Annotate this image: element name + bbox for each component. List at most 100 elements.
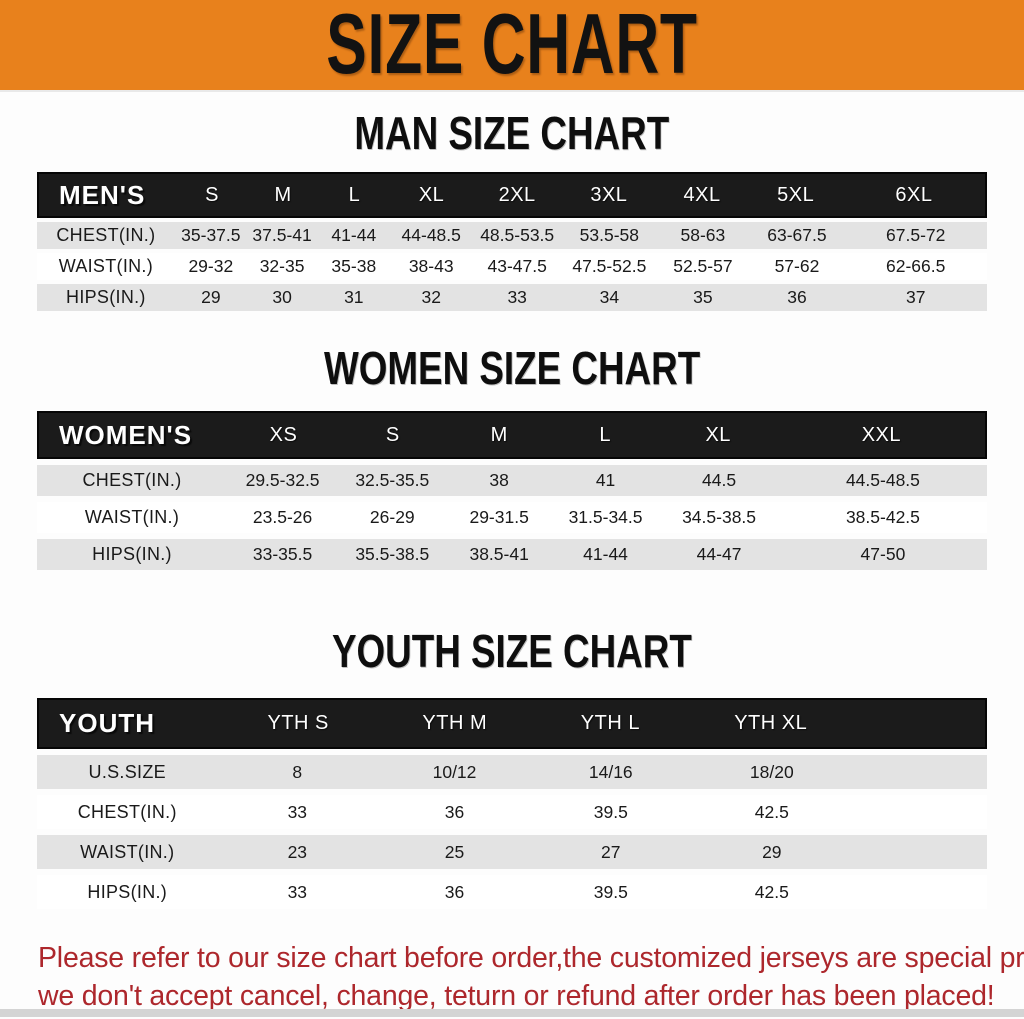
men-cell: 41-44: [331, 225, 377, 245]
women-cell: 29-31.5: [469, 507, 529, 527]
youth-column-header-YTH S: YTH S: [267, 712, 329, 734]
men-cell: 33: [507, 287, 527, 307]
women-cell: 44-47: [696, 544, 742, 564]
banner-title: SIZE CHART: [326, 0, 698, 92]
men-cell: 52.5-57: [673, 256, 733, 276]
women-cell: 33-35.5: [252, 544, 313, 564]
youth-size-chart-title: YOUTH SIZE CHART: [0, 628, 1024, 674]
women-cell: 35.5-38.5: [355, 544, 430, 564]
youth-cell: 8: [292, 761, 303, 782]
men-row-label: HIPS(IN.): [66, 287, 146, 307]
youth-size-chart-title-text: YOUTH SIZE CHART: [332, 625, 692, 677]
youth-column-header-YTH M: YTH M: [422, 712, 488, 734]
men-cell: 38-43: [408, 256, 454, 276]
disclaimer-line-2: we don't accept cancel, change, teturn o…: [38, 980, 995, 1012]
men-cell: 44-48.5: [401, 225, 461, 245]
women-size-chart-title: WOMEN SIZE CHART: [0, 345, 1024, 391]
bottom-divider: [0, 1009, 1024, 1017]
women-table-row-CHEST(IN.): CHEST(IN.) 29.5-32.5 32.5-35.5 38 41 44.5 44.5…: [37, 465, 987, 496]
men-cell: 43-47.5: [487, 256, 547, 276]
men-row-label: WAIST(IN.): [58, 256, 154, 276]
men-cell: 30: [272, 287, 292, 307]
women-cell: 31.5-34.5: [568, 507, 643, 527]
youth-cell: 39.5: [593, 801, 628, 822]
women-size-chart-title-text: WOMEN SIZE CHART: [323, 342, 701, 394]
youth-table-row-WAIST(IN.): WAIST(IN.) 23 25 27 29: [37, 835, 987, 869]
men-cell: 47.5-52.5: [572, 256, 647, 276]
men-column-header-XL: XL: [418, 183, 445, 206]
man-size-chart-title: MAN SIZE CHART: [0, 110, 1024, 156]
youth-cell: 10/12: [432, 761, 477, 782]
men-size-table: MEN'S S M L XL 2XL 3XL 4XL 5XL 6XL CHEST(IN.) 35-37…: [37, 172, 987, 311]
men-table-row-HIPS(IN.): HIPS(IN.) 29 30 31 32 33 34 35 36 37: [37, 284, 987, 311]
women-table-row-WAIST(IN.): WAIST(IN.) 23.5-26 26-29 29-31.5 31.5-34.5 34…: [37, 502, 987, 533]
women-column-header-XS: XS: [269, 423, 298, 446]
youth-cell: 42.5: [754, 801, 789, 822]
youth-cell: 33: [287, 881, 308, 902]
men-cell: 32-35: [259, 256, 305, 276]
men-cell: 48.5-53.5: [480, 225, 555, 245]
women-cell: 41: [595, 470, 616, 490]
men-cell: 58-63: [680, 225, 726, 245]
women-size-table: WOMEN'S XS S M L XL XXL CHEST(IN.) 29.5-32.5 32.5…: [37, 411, 987, 570]
women-column-header-S: S: [385, 423, 400, 446]
disclaimer-line-1: Please refer to our size chart before or…: [38, 942, 1024, 974]
women-column-header-XL: XL: [705, 423, 731, 446]
youth-row-label: U.S.SIZE: [88, 761, 166, 782]
men-cell: 35-38: [331, 256, 377, 276]
men-cell: 35-37.5: [181, 225, 241, 245]
men-cell: 31: [344, 287, 364, 307]
men-cell: 37.5-41: [252, 225, 312, 245]
women-table-header-band: WOMEN'S XS S M L XL XXL: [37, 411, 987, 459]
women-cell: 38: [489, 470, 509, 490]
youth-column-header-YTH XL: YTH XL: [734, 712, 808, 734]
youth-cell: 25: [444, 841, 465, 862]
men-column-header-3XL: 3XL: [590, 183, 628, 206]
women-cell: 32.5-35.5: [355, 470, 430, 490]
youth-cell: 36: [444, 881, 465, 902]
youth-row-label: CHEST(IN.): [77, 801, 177, 822]
youth-cell: 42.5: [754, 881, 789, 902]
youth-cell: 33: [287, 801, 308, 822]
women-column-header-M: M: [490, 423, 508, 446]
women-cell: 38.5-42.5: [845, 507, 920, 527]
youth-row-label: WAIST(IN.): [80, 841, 175, 862]
men-cell: 32: [421, 287, 441, 307]
men-column-header-L: L: [348, 183, 361, 206]
women-row-label: WAIST(IN.): [84, 507, 180, 527]
women-column-header-XXL: XXL: [861, 423, 902, 446]
disclaimer-text: Please refer to our size chart before or…: [38, 939, 1024, 1015]
youth-cell: 18/20: [749, 761, 794, 782]
men-table-row-CHEST(IN.): CHEST(IN.) 35-37.5 37.5-41 41-44 44-48.5 48.5…: [37, 222, 987, 249]
men-column-header-M: M: [274, 183, 292, 206]
youth-table-header-band: YOUTH YTH S YTH M YTH L YTH XL: [37, 698, 987, 749]
men-cell: 53.5-58: [579, 225, 640, 245]
youth-table-row-CHEST(IN.): CHEST(IN.) 33 36 39.5 42.5: [37, 795, 987, 829]
women-cell: 44.5-48.5: [845, 470, 920, 490]
women-row-label: HIPS(IN.): [92, 544, 172, 564]
women-column-header-L: L: [599, 423, 611, 446]
men-cell: 29-32: [188, 256, 234, 276]
women-band-label: WOMEN'S: [59, 419, 193, 450]
women-row-label: CHEST(IN.): [82, 470, 182, 490]
youth-table-row-U.S.SIZE: U.S.SIZE 8 10/12 14/16 18/20: [37, 755, 987, 789]
men-cell: 36: [787, 287, 807, 307]
men-cell: 67.5-72: [886, 225, 946, 245]
youth-cell: 39.5: [593, 881, 628, 902]
youth-table-row-HIPS(IN.): HIPS(IN.) 33 36 39.5 42.5: [37, 875, 987, 909]
youth-cell: 36: [444, 801, 465, 822]
men-cell: 29: [201, 287, 221, 307]
youth-cell: 29: [762, 841, 782, 862]
men-column-header-2XL: 2XL: [498, 183, 536, 206]
women-cell: 26-29: [369, 507, 415, 527]
men-band-label: MEN'S: [59, 179, 146, 210]
men-table-header-band: MEN'S S M L XL 2XL 3XL 4XL 5XL 6XL: [37, 172, 987, 218]
youth-cell: 14/16: [588, 761, 633, 782]
men-table-row-WAIST(IN.): WAIST(IN.) 29-32 32-35 35-38 38-43 43-47.5 47.…: [37, 253, 987, 280]
men-cell: 62-66.5: [886, 256, 946, 276]
men-cell: 37: [905, 287, 926, 307]
women-cell: 23.5-26: [252, 507, 313, 527]
men-column-header-6XL: 6XL: [895, 183, 933, 206]
women-cell: 29.5-32.5: [245, 470, 320, 490]
youth-cell: 27: [601, 841, 621, 862]
